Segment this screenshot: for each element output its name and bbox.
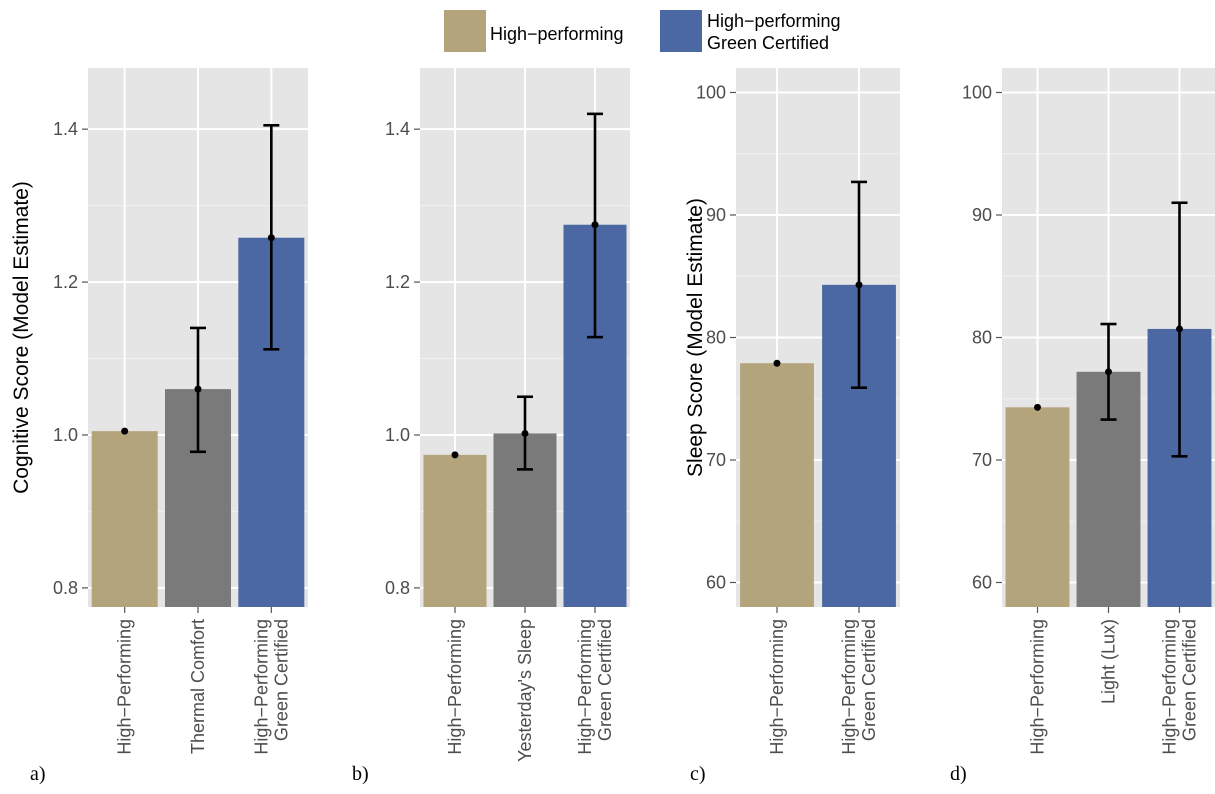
x-category-label-line: Light (Lux)	[1099, 619, 1119, 704]
y-tick-label: 60	[706, 573, 726, 593]
legend-label-green-certified-line-2: Green Certified	[707, 33, 829, 53]
panel-tag: b)	[352, 763, 369, 785]
y-tick-label: 1.0	[53, 425, 78, 445]
y-tick-label: 100	[962, 83, 992, 103]
x-category-label-line: High−Performing	[767, 619, 787, 755]
estimate-point	[121, 427, 129, 435]
legend: High−performing High−performing Green Ce…	[444, 10, 846, 53]
estimate-point	[855, 281, 863, 289]
legend-label-green-certified-line-1: High−performing	[707, 11, 841, 31]
panel-2: 0.8 1.0 1.2 1.4 High−Performing Yesterday's S…	[352, 68, 630, 785]
x-category-label-line: Green Certified	[1180, 619, 1200, 741]
y-tick-label: 1.4	[385, 119, 410, 139]
legend-swatch-green-certified	[660, 10, 702, 52]
x-category-label: Light (Lux)	[1099, 619, 1119, 704]
x-category-label: High−Performing Green Certified	[839, 619, 879, 755]
y-tick-label: 80	[972, 328, 992, 348]
x-category-label-line: High−Performing	[115, 619, 135, 755]
bar-1	[91, 431, 158, 607]
estimate-point	[451, 451, 459, 459]
x-category-label-line: Green Certified	[271, 619, 291, 741]
x-category-label-line: Green Certified	[595, 619, 615, 741]
panel-tag: c)	[690, 763, 706, 785]
estimate-point	[1105, 368, 1112, 376]
legend-swatch-high-performing	[444, 10, 486, 52]
x-category-label: High−Performing	[767, 619, 787, 755]
x-category-label: High−Performing	[115, 619, 135, 755]
x-category-label: Thermal Comfort	[188, 619, 208, 754]
estimate-point	[194, 385, 202, 393]
chart-panels: 0.8 1.0 1.2 1.4 High−Performing Thermal Comfo…	[10, 68, 1215, 785]
estimate-point	[591, 221, 599, 229]
y-tick-label: 1.2	[53, 272, 78, 292]
panel-tag: d)	[950, 763, 967, 785]
bar-1	[423, 454, 487, 607]
estimate-point	[1034, 403, 1041, 411]
panel-4: 60 70 80 90 100 High−Performing Light (Lux) Hig…	[950, 68, 1215, 785]
x-category-label-line: High−Performing	[251, 619, 271, 755]
x-category-label-line: Yesterday's Sleep	[515, 619, 535, 762]
x-category-label: High−Performing	[1028, 619, 1048, 755]
y-tick-label: 1.0	[385, 425, 410, 445]
y-tick-label: 0.8	[53, 578, 78, 598]
x-category-label: High−Performing Green Certified	[575, 619, 615, 755]
y-tick-label: 90	[972, 205, 992, 225]
y-axis-title: Cognitive Score (Model Estimate)	[10, 181, 33, 494]
legend-label-high-performing: High−performing	[490, 24, 624, 44]
x-category-label-line: High−Performing	[839, 619, 859, 755]
x-category-label: High−Performing Green Certified	[251, 619, 291, 755]
panel-1: 0.8 1.0 1.2 1.4 High−Performing Thermal Comfo…	[10, 68, 308, 785]
y-tick-label: 80	[706, 328, 726, 348]
y-tick-label: 0.8	[385, 578, 410, 598]
x-category-label-line: Thermal Comfort	[188, 619, 208, 754]
estimate-point	[521, 429, 529, 437]
x-category-label-line: High−Performing	[445, 619, 465, 755]
y-tick-label: 70	[706, 450, 726, 470]
x-category-label-line: High−Performing	[1028, 619, 1048, 755]
x-category-label-line: High−Performing	[1160, 619, 1180, 755]
y-axis-title: Sleep Score (Model Estimate)	[684, 198, 707, 477]
y-tick-label: 70	[972, 450, 992, 470]
estimate-point	[773, 359, 781, 367]
x-category-label: High−Performing Green Certified	[1160, 619, 1200, 755]
x-category-label-line: Green Certified	[859, 619, 879, 741]
legend-label-green-certified: High−performing Green Certified	[707, 11, 846, 53]
estimate-point	[267, 234, 275, 242]
panel-tag: a)	[30, 763, 46, 785]
bar-1	[1005, 407, 1070, 607]
x-category-label: High−Performing	[445, 619, 465, 755]
y-tick-label: 100	[696, 83, 726, 103]
y-tick-label: 90	[706, 205, 726, 225]
x-category-label: Yesterday's Sleep	[515, 619, 535, 762]
estimate-point	[1176, 325, 1183, 333]
y-tick-label: 60	[972, 573, 992, 593]
bar-1	[740, 363, 814, 607]
y-tick-label: 1.2	[385, 272, 410, 292]
x-category-label-line: High−Performing	[575, 619, 595, 755]
y-tick-label: 1.4	[53, 119, 78, 139]
